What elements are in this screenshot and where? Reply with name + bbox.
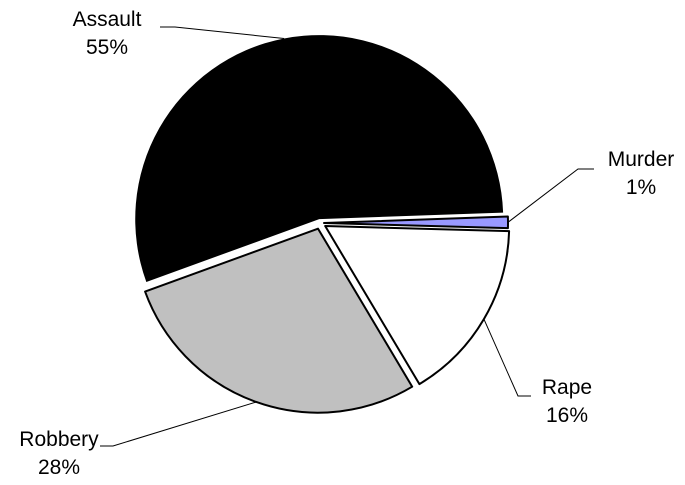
pie-slices [135, 35, 511, 414]
leader-line-rape [483, 318, 531, 397]
pie-slice-assault [135, 35, 504, 283]
value-assault: 55% [86, 36, 128, 59]
label-robbery: Robbery [19, 428, 99, 451]
pie-slice-robbery [144, 227, 414, 414]
leader-lines [100, 26, 594, 447]
pie-slice-rape [324, 225, 511, 386]
value-rape: 16% [546, 404, 588, 427]
value-robbery: 28% [38, 456, 80, 479]
value-murder: 1% [626, 176, 656, 199]
label-assault: Assault [73, 8, 142, 31]
label-rape: Rape [542, 376, 592, 399]
leader-line-robbery [100, 401, 257, 447]
pie-slice-murder [323, 215, 510, 230]
label-murder: Murder [608, 148, 675, 171]
leader-line-murder [507, 168, 594, 223]
leader-line-assault [160, 26, 285, 39]
